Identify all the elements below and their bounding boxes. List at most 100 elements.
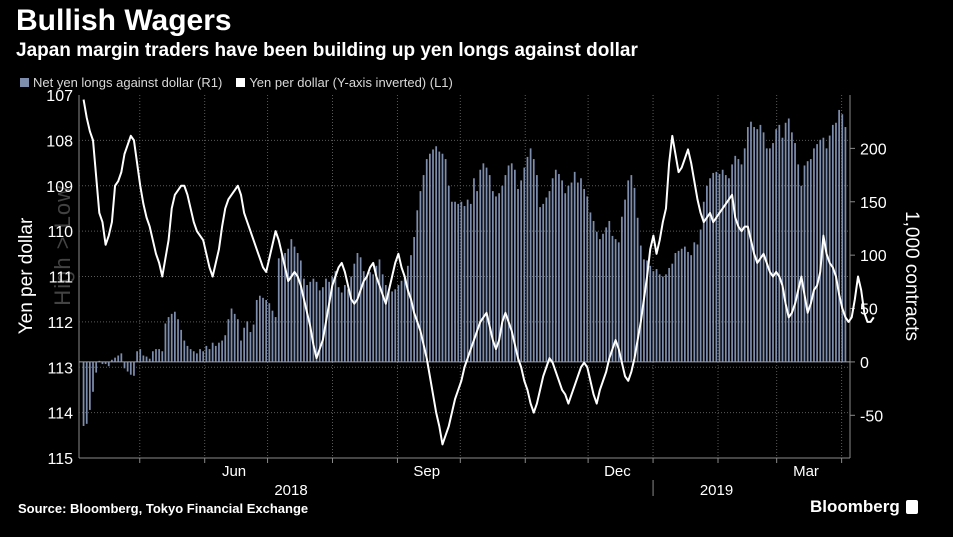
x-tick-label: Dec bbox=[604, 463, 631, 480]
bar bbox=[246, 321, 249, 362]
bar bbox=[485, 167, 488, 362]
bar bbox=[479, 169, 482, 362]
year-label: 2019 bbox=[700, 482, 733, 499]
bar bbox=[680, 248, 683, 362]
bar bbox=[460, 201, 463, 362]
bar bbox=[378, 259, 381, 362]
bar bbox=[221, 340, 223, 362]
bar bbox=[174, 311, 176, 362]
bar bbox=[677, 250, 680, 362]
bar bbox=[167, 317, 170, 362]
bar bbox=[532, 159, 535, 362]
bar bbox=[665, 274, 667, 362]
bar bbox=[227, 319, 230, 362]
bar bbox=[844, 127, 847, 362]
source-note: Source: Bloomberg, Tokyo Financial Excha… bbox=[18, 501, 309, 516]
bar bbox=[605, 227, 608, 362]
x-tick-label: Sep bbox=[413, 463, 440, 480]
bar bbox=[145, 356, 148, 362]
bar bbox=[126, 361, 129, 372]
bar bbox=[633, 187, 636, 362]
year-label: 2018 bbox=[274, 482, 307, 499]
bar bbox=[268, 303, 271, 362]
bar bbox=[661, 276, 664, 362]
bar bbox=[608, 220, 611, 362]
bar bbox=[309, 281, 312, 362]
bar bbox=[728, 178, 730, 362]
bar bbox=[791, 132, 793, 362]
bar bbox=[819, 139, 822, 362]
bar bbox=[170, 313, 173, 362]
bar bbox=[599, 239, 601, 362]
bar bbox=[375, 265, 378, 362]
bar bbox=[422, 175, 425, 362]
bar bbox=[787, 118, 790, 362]
bar bbox=[85, 361, 88, 424]
bar bbox=[164, 323, 167, 362]
bar bbox=[794, 143, 796, 362]
bar bbox=[693, 242, 696, 362]
bar bbox=[337, 287, 340, 362]
bar bbox=[189, 349, 192, 362]
bar bbox=[196, 353, 198, 362]
bloomberg-logo: Bloomberg bbox=[810, 497, 918, 517]
bar bbox=[482, 163, 485, 362]
bar bbox=[416, 210, 419, 362]
bar bbox=[441, 153, 444, 362]
bar bbox=[429, 153, 431, 362]
left-axis-title: Yen per dollar bbox=[16, 217, 37, 334]
bar bbox=[696, 244, 699, 362]
bar bbox=[419, 191, 422, 362]
bar bbox=[671, 263, 674, 362]
bar bbox=[835, 122, 837, 362]
bar bbox=[831, 124, 834, 362]
bar bbox=[394, 289, 397, 362]
bar bbox=[838, 109, 840, 362]
bar bbox=[89, 361, 91, 410]
bar bbox=[687, 251, 689, 362]
bar bbox=[299, 260, 302, 362]
bar bbox=[595, 231, 598, 362]
bar bbox=[507, 165, 510, 362]
bar bbox=[652, 271, 655, 362]
bar bbox=[236, 319, 239, 362]
left-tick-label: 113 bbox=[47, 360, 73, 377]
bar bbox=[743, 148, 746, 362]
bar bbox=[271, 310, 274, 362]
bar bbox=[699, 229, 702, 362]
brand-name: Bloomberg bbox=[810, 497, 900, 516]
bar bbox=[362, 271, 365, 362]
bar bbox=[454, 201, 456, 362]
bar bbox=[816, 144, 818, 362]
bar bbox=[753, 127, 755, 362]
left-tick-label: 107 bbox=[46, 88, 73, 105]
bar bbox=[133, 361, 135, 376]
bar bbox=[180, 329, 183, 362]
bar bbox=[721, 169, 724, 362]
bar bbox=[192, 351, 195, 362]
bar bbox=[243, 327, 245, 362]
bar bbox=[611, 235, 614, 362]
bar bbox=[447, 185, 450, 362]
bar bbox=[315, 281, 318, 362]
left-tick-label: 108 bbox=[46, 133, 73, 150]
left-tick-label: 109 bbox=[46, 179, 73, 196]
bar bbox=[762, 132, 765, 362]
bar bbox=[551, 178, 554, 362]
bar bbox=[643, 259, 645, 362]
left-tick-label: 112 bbox=[47, 315, 73, 332]
right-tick-label: -50 bbox=[860, 408, 883, 425]
bar bbox=[284, 253, 286, 362]
bar bbox=[432, 149, 434, 362]
bar bbox=[224, 335, 227, 362]
bar bbox=[803, 165, 806, 362]
bar bbox=[809, 159, 812, 362]
bar bbox=[561, 180, 563, 362]
bar bbox=[784, 122, 787, 362]
bar bbox=[101, 361, 104, 365]
bar bbox=[183, 340, 186, 362]
bar bbox=[706, 185, 708, 362]
bar bbox=[737, 159, 740, 362]
bar bbox=[709, 178, 711, 362]
bar bbox=[580, 178, 582, 362]
